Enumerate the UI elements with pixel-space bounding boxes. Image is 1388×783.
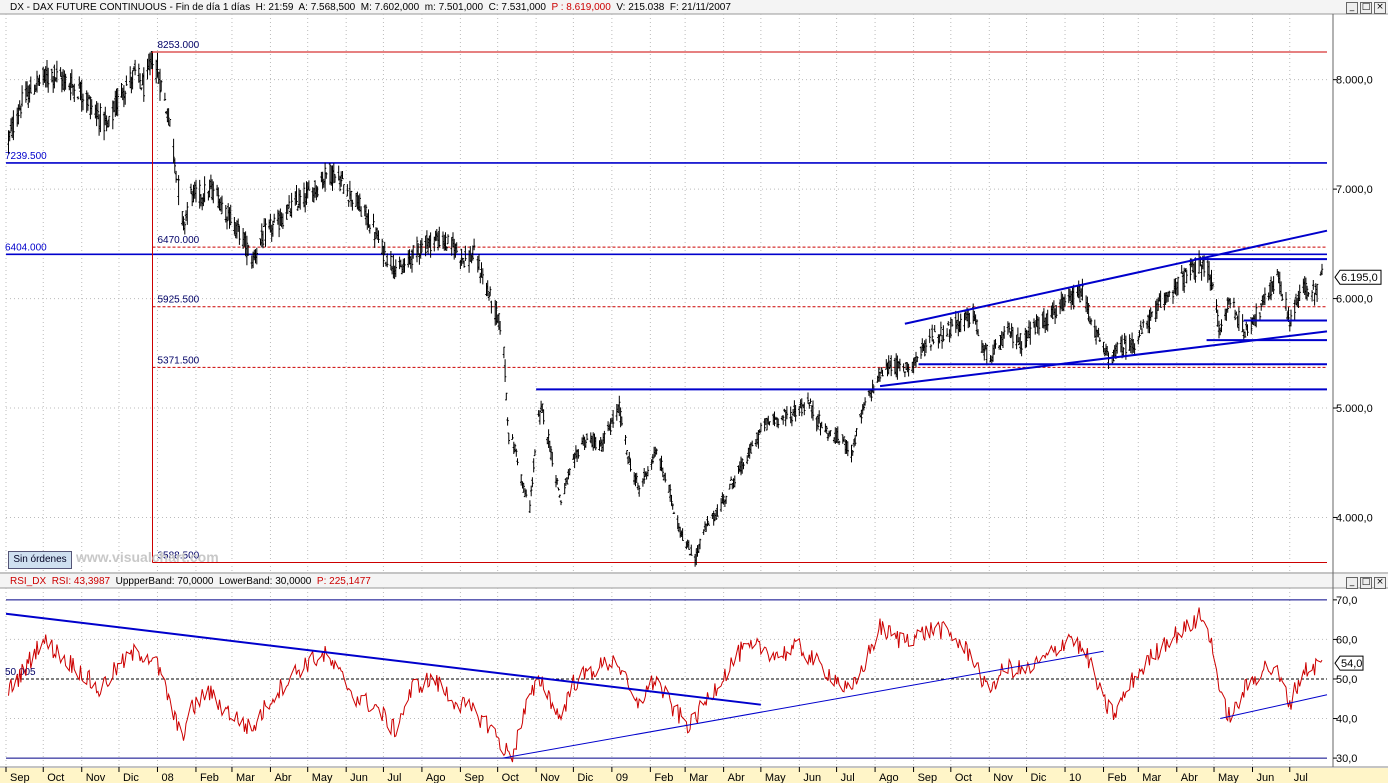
- month-label-9: Jun: [350, 772, 368, 783]
- month-label-23: Ago: [879, 772, 899, 783]
- price-trendline-1: [904, 229, 1328, 325]
- rsi-tick-label: 30,0: [1336, 753, 1357, 765]
- level-label-2: 6470.000: [158, 235, 200, 246]
- month-label-33: Jun: [1257, 772, 1275, 783]
- maximize-button[interactable]: □: [1360, 2, 1372, 14]
- close-button[interactable]: ×: [1374, 2, 1386, 14]
- rsi-close-button[interactable]: ×: [1374, 577, 1386, 589]
- last-price-marker: [1334, 269, 1382, 285]
- month-label-19: Abr: [728, 772, 745, 783]
- month-label-3: Dic: [123, 772, 139, 783]
- low-text: m: 7.501,000: [424, 2, 484, 13]
- month-label-13: Oct: [502, 772, 519, 783]
- level-label-0: 8253.000: [158, 40, 200, 51]
- rsi-mid-label: 50.005: [5, 667, 36, 678]
- rsi-trendline-1: [502, 650, 1104, 759]
- rsi-tick-label: 40,0: [1336, 714, 1357, 726]
- price-tick-label: 7.000,0: [1336, 184, 1373, 196]
- month-label-12: Sep: [464, 772, 484, 783]
- rsi-maximize-button[interactable]: □: [1360, 577, 1372, 589]
- rsi-line: [8, 607, 1323, 763]
- rsi-trendline-2: [1220, 694, 1328, 720]
- last-rsi-label: 54,0: [1341, 658, 1362, 670]
- month-label-30: Mar: [1142, 772, 1161, 783]
- rsi-minimize-button[interactable]: _: [1346, 577, 1358, 589]
- p-text: P : 8.619,000: [551, 2, 611, 13]
- month-label-2: Nov: [86, 772, 106, 783]
- price-bars: [7, 51, 1324, 567]
- month-label-28: 10: [1069, 772, 1081, 783]
- volume-text: V: 215.038: [616, 2, 665, 13]
- rsi-lower-band: LowerBand: 30,0000: [219, 576, 312, 587]
- rsi-p: P: 225,1477: [316, 576, 371, 587]
- month-label-1: Oct: [47, 772, 64, 783]
- month-label-26: Nov: [993, 772, 1013, 783]
- month-label-15: Dic: [577, 772, 593, 783]
- minimize-button[interactable]: _: [1346, 2, 1358, 14]
- rsi-header: RSI_DX RSI: 43,3987 UppperBand: 70,0000 …: [10, 576, 371, 587]
- price-tick-label: 5.000,0: [1336, 403, 1373, 415]
- level-label-5: 5371.500: [158, 355, 200, 366]
- watermark-text: www.visualchart.com: [76, 549, 219, 565]
- level-label-3: 6404.000: [5, 242, 47, 253]
- period-text: Fin de día 1 días: [175, 2, 251, 13]
- month-label-11: Ago: [426, 772, 446, 783]
- month-label-21: Jun: [803, 772, 821, 783]
- month-label-7: Abr: [274, 772, 291, 783]
- month-label-34: Jul: [1294, 772, 1308, 783]
- price-tick-label: 8.000,0: [1336, 75, 1373, 87]
- time-axis-bar: [0, 768, 1388, 783]
- price-tick-label: 6.000,0: [1336, 294, 1373, 306]
- symbol-text: DX: [10, 2, 24, 13]
- month-label-10: Jul: [387, 772, 401, 783]
- rsi-tick-label: 50,0: [1336, 674, 1357, 686]
- header-bar: [0, 0, 1388, 14]
- close-text: C: 7.531,000: [488, 2, 546, 13]
- rsi-upper-band: UppperBand: 70,0000: [115, 576, 214, 587]
- main-chart-header: DX - DAX FUTURE CONTINUOUS - Fin de día …: [10, 2, 731, 13]
- month-label-29: Feb: [1108, 772, 1127, 783]
- month-label-0: Sep: [10, 772, 30, 783]
- sin-ordenes-button[interactable]: Sin órdenes: [8, 551, 72, 569]
- high-text: M: 7.602,000: [360, 2, 420, 13]
- last-rsi-marker: [1334, 655, 1364, 671]
- month-label-5: Feb: [200, 772, 219, 783]
- month-label-18: Mar: [689, 772, 708, 783]
- month-label-8: May: [312, 772, 333, 783]
- month-label-14: Nov: [540, 772, 560, 783]
- month-label-6: Mar: [236, 772, 255, 783]
- rsi-header-bar: [0, 574, 1388, 588]
- month-label-17: Feb: [654, 772, 673, 783]
- rsi-tick-label: 60,0: [1336, 634, 1357, 646]
- last-price-label: 6.195,0: [1341, 272, 1378, 284]
- month-label-16: 09: [616, 772, 628, 783]
- instrument-name: DAX FUTURE CONTINUOUS: [32, 2, 167, 13]
- rsi-trendline-0: [5, 612, 761, 706]
- level-label-4: 5925.500: [158, 295, 200, 306]
- level-label-1: 7239.500: [5, 151, 47, 162]
- month-label-24: Sep: [918, 772, 938, 783]
- hour-text: H: 21:59: [255, 2, 294, 13]
- month-label-27: Dic: [1031, 772, 1047, 783]
- rsi-tick-label: 70,0: [1336, 595, 1357, 607]
- rsi-value: RSI: 43,3987: [51, 576, 111, 587]
- month-label-22: Jul: [841, 772, 855, 783]
- month-label-31: Abr: [1181, 772, 1198, 783]
- rsi-name: RSI_DX: [10, 576, 47, 587]
- open-text: A: 7.568,500: [298, 2, 356, 13]
- date-text: F: 21/11/2007: [669, 2, 731, 13]
- month-label-25: Oct: [955, 772, 972, 783]
- level-label-6: 3588.500: [158, 551, 200, 562]
- month-label-20: May: [765, 772, 786, 783]
- month-label-4: 08: [161, 772, 173, 783]
- month-label-32: May: [1218, 772, 1239, 783]
- price-tick-label: 4.000,0: [1336, 512, 1373, 524]
